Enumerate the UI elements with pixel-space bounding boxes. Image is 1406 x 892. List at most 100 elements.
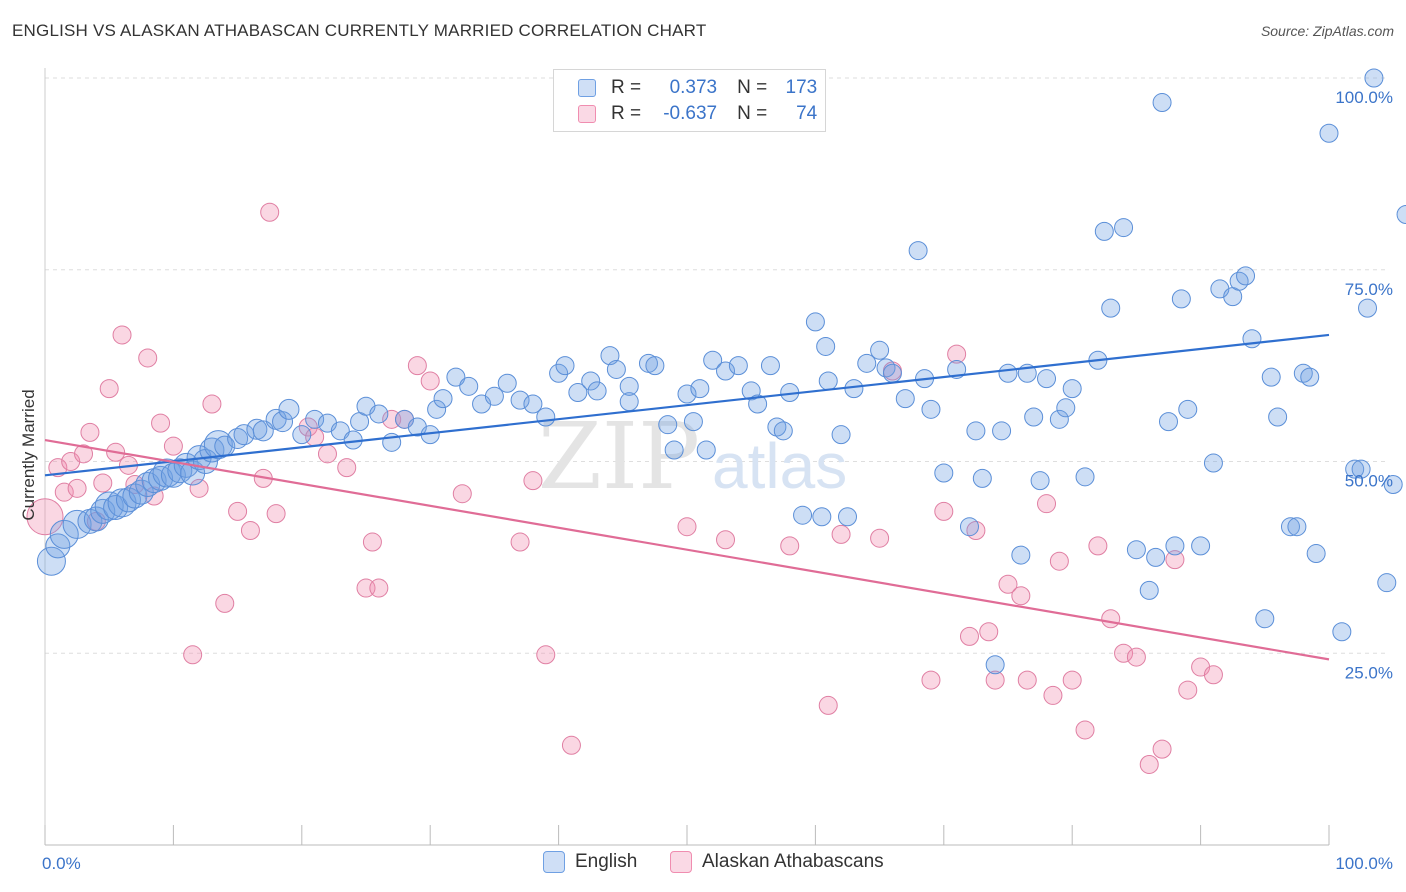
data-point: [1075, 467, 1095, 487]
data-point: [876, 358, 896, 378]
series-english: [36, 68, 1406, 675]
y-tick-label: 100.0%: [1335, 88, 1393, 107]
axes: [44, 68, 1330, 846]
data-point: [26, 498, 64, 536]
data-point: [818, 695, 838, 715]
data-point: [446, 367, 466, 387]
data-point: [203, 430, 233, 460]
data-point: [773, 421, 793, 441]
data-point: [317, 444, 337, 464]
data-point: [555, 356, 575, 376]
legend-n-value: 74: [796, 103, 818, 124]
data-point: [728, 356, 748, 376]
legend-swatch-english: [578, 79, 596, 97]
legend-n-label: N =: [737, 103, 768, 124]
data-point: [934, 501, 954, 521]
bottom-legend-alaskan[interactable]: Alaskan Athabascans: [670, 851, 884, 873]
data-point: [793, 505, 813, 525]
data-point: [658, 415, 678, 435]
data-point: [921, 670, 941, 690]
data-point: [427, 399, 447, 419]
data-point: [246, 418, 268, 440]
data-point: [1114, 643, 1134, 663]
data-point: [1017, 670, 1037, 690]
data-point: [1139, 754, 1159, 774]
data-point: [48, 458, 68, 478]
data-point: [972, 468, 992, 488]
data-point: [115, 487, 141, 513]
bottom-legend-swatch-english: [543, 851, 565, 873]
data-point: [67, 478, 87, 498]
data-point: [112, 325, 132, 345]
data-point: [1094, 221, 1114, 241]
data-point: [536, 407, 556, 427]
legend-r-label: R =: [611, 77, 642, 98]
data-point: [202, 394, 222, 414]
data-point: [1159, 412, 1178, 432]
data-point: [103, 495, 129, 521]
data-point: [1203, 453, 1223, 473]
data-point: [760, 356, 780, 376]
data-point: [1011, 586, 1031, 606]
data-point: [183, 645, 203, 665]
data-point: [716, 361, 736, 381]
data-point: [420, 371, 440, 391]
legend-r-value: 0.373: [669, 77, 718, 98]
y-tick-label: 50.0%: [1345, 472, 1393, 491]
data-point: [369, 578, 389, 598]
data-point: [1062, 670, 1082, 690]
data-point: [497, 373, 517, 393]
data-point: [677, 517, 697, 537]
y-tick-label: 75.0%: [1345, 280, 1393, 299]
data-point: [1114, 218, 1134, 238]
data-point: [362, 532, 382, 552]
data-point: [1171, 289, 1191, 309]
data-point: [805, 312, 825, 332]
data-point: [587, 381, 607, 401]
data-point: [510, 532, 530, 552]
data-point: [780, 536, 800, 556]
data-point: [36, 546, 66, 576]
watermark-zip: ZIP: [538, 403, 700, 510]
legend-row-english: R = 0.373 N = 173: [578, 76, 817, 100]
data-point: [998, 574, 1018, 594]
bottom-legend-label: English: [575, 851, 638, 872]
data-point: [1300, 367, 1320, 387]
data-point: [645, 356, 665, 376]
data-point: [696, 440, 716, 460]
data-point: [93, 473, 113, 493]
data-point: [74, 444, 94, 464]
data-point: [1049, 409, 1069, 429]
trend-lines: [44, 333, 1330, 661]
data-point: [600, 346, 620, 366]
data-point: [227, 427, 249, 449]
data-point: [1306, 544, 1326, 564]
data-point: [523, 471, 543, 491]
data-point: [1377, 573, 1397, 593]
data-point: [1011, 545, 1031, 565]
data-point: [138, 348, 158, 368]
legend-r-value: -0.637: [663, 103, 718, 124]
data-point: [1261, 367, 1281, 387]
data-point: [1049, 551, 1069, 571]
data-point: [1358, 298, 1378, 318]
data-point: [523, 394, 543, 414]
data-point: [452, 484, 472, 504]
bottom-legend-english[interactable]: English: [543, 851, 637, 873]
data-point: [831, 425, 851, 445]
data-point: [49, 519, 79, 549]
data-point: [305, 409, 325, 429]
data-point: [1178, 680, 1198, 700]
data-point: [985, 670, 1005, 690]
data-point: [215, 593, 235, 613]
data-point: [1165, 536, 1185, 556]
data-point: [1152, 739, 1172, 759]
data-point: [278, 398, 300, 420]
data-point: [703, 350, 723, 370]
data-point: [433, 389, 453, 409]
data-point: [163, 436, 183, 456]
data-point: [985, 655, 1005, 675]
data-point: [1268, 407, 1288, 427]
data-point: [1101, 609, 1121, 629]
data-point: [818, 371, 838, 391]
